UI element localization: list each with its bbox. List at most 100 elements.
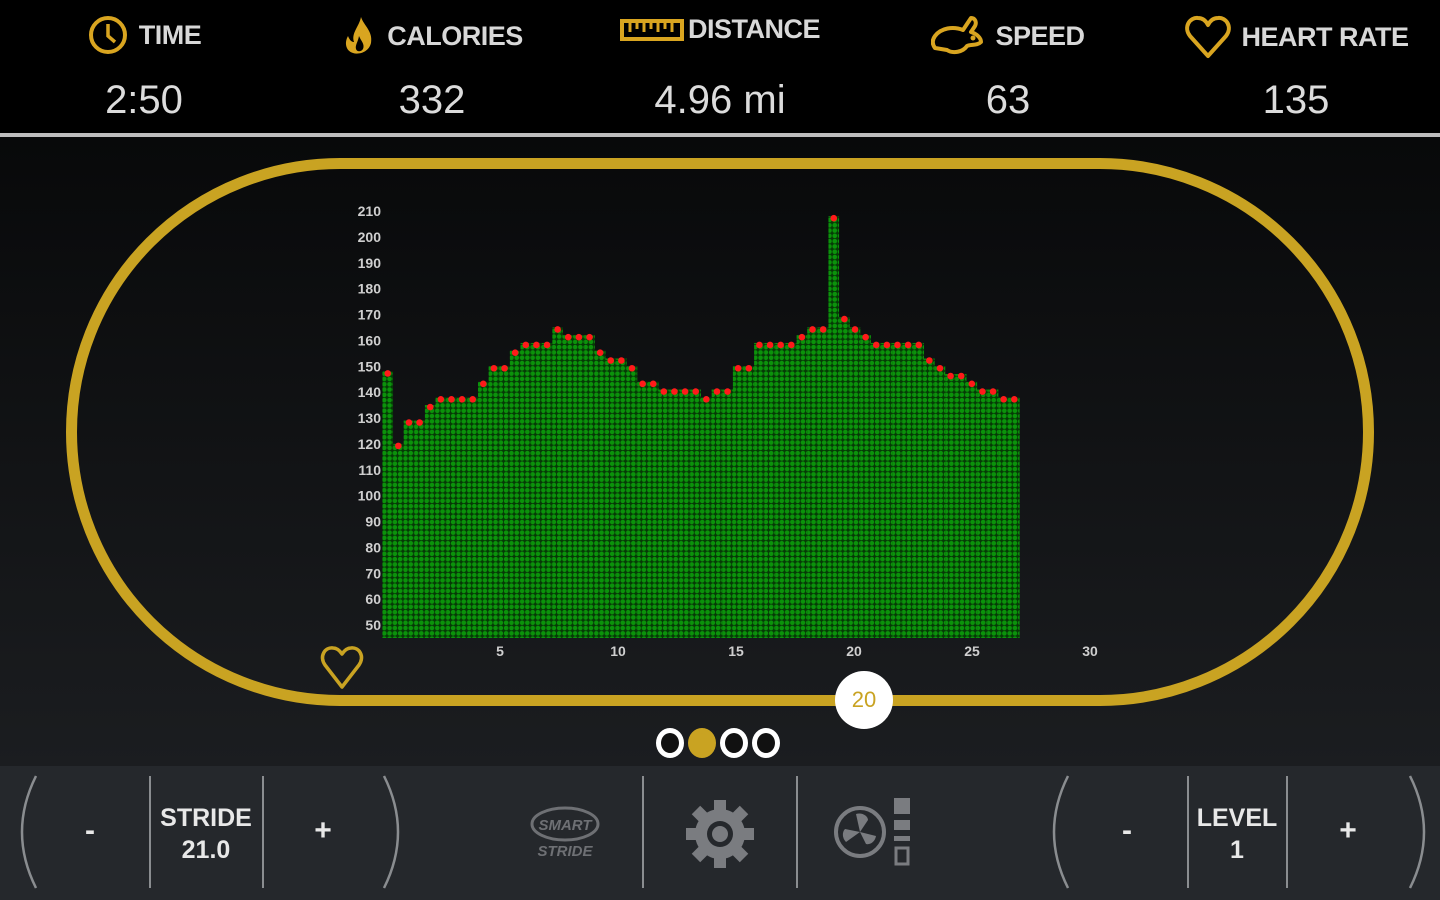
y-tick-label: 190: [358, 255, 382, 271]
y-tick-label: 70: [365, 565, 381, 581]
stride-value: 21.0: [181, 836, 231, 864]
heart-zone-icon[interactable]: [318, 643, 366, 696]
hr-bar: [382, 371, 394, 638]
hr-bar-peak: [469, 396, 476, 403]
hr-bar-peak: [628, 364, 636, 372]
bracket-left: [20, 775, 38, 889]
track-oval: [66, 158, 1374, 706]
y-tick-label: 130: [358, 410, 382, 426]
hr-bar: [807, 327, 818, 638]
page-dot[interactable]: [752, 728, 780, 758]
hr-bar: [562, 335, 574, 638]
hr-bar: [817, 327, 829, 638]
stride-plus-button[interactable]: +: [314, 814, 332, 847]
page-dot[interactable]: [656, 728, 684, 758]
y-tick-label: 50: [365, 617, 381, 633]
hr-bar: [541, 342, 553, 638]
hr-bar-peak: [639, 380, 646, 388]
level-label: LEVEL: [1196, 804, 1278, 832]
hr-bar: [732, 366, 744, 638]
hr-bar-peak: [405, 419, 413, 426]
hr-bar-peak: [841, 315, 848, 323]
smart-stride-button[interactable]: SMART STRIDE: [525, 804, 605, 864]
stat-time: TIME 2:50: [0, 0, 288, 133]
rabbit-icon: [931, 14, 985, 58]
hr-bar-peak: [395, 442, 402, 450]
hr-bar-peak: [862, 333, 869, 341]
gear-icon[interactable]: [684, 798, 756, 875]
hr-bar-peak: [734, 364, 742, 372]
hr-bar: [403, 420, 415, 638]
hr-bar-peak: [596, 349, 604, 357]
y-tick-label: 210: [358, 203, 382, 219]
stat-label: SPEED: [995, 20, 1085, 51]
hr-bar: [669, 389, 680, 638]
svg-text:STRIDE: STRIDE: [537, 843, 593, 860]
stat-value: 63: [985, 78, 1031, 122]
speed-slider-knob[interactable]: 20: [835, 671, 893, 729]
hr-bar-peak: [904, 341, 912, 349]
stat-label: CALORIES: [387, 20, 523, 51]
stat-value: 332: [398, 78, 466, 122]
hr-bar-peak: [703, 396, 710, 403]
level-display: LEVEL 1: [1187, 802, 1287, 866]
x-tick-label: 30: [1082, 643, 1098, 659]
hr-bar: [892, 342, 903, 638]
y-tick-label: 90: [365, 514, 381, 530]
fan-icon[interactable]: [832, 798, 916, 875]
stat-value: 4.96 mi: [654, 78, 786, 122]
hr-bar: [775, 342, 786, 638]
level-plus-button[interactable]: +: [1339, 814, 1357, 847]
hr-bar: [913, 342, 925, 638]
hr-bar: [881, 342, 893, 638]
hr-bar: [520, 342, 532, 638]
hr-bar-peak: [766, 341, 774, 349]
hr-bar: [722, 389, 733, 638]
y-tick-label: 110: [358, 462, 381, 478]
hr-bar-peak: [426, 403, 434, 411]
hr-bar: [647, 381, 659, 638]
hr-bar-peak: [660, 388, 668, 395]
hr-bar-peak: [915, 341, 923, 349]
hr-bar-peak: [671, 388, 678, 395]
hr-bar-peak: [480, 380, 487, 388]
hr-bar-peak: [830, 214, 838, 222]
hr-bar: [509, 350, 521, 638]
hr-bar: [796, 335, 808, 638]
hr-bar: [701, 397, 712, 638]
hr-bar: [785, 342, 797, 638]
hr-bar-peak: [618, 357, 625, 364]
hr-bar: [478, 381, 489, 638]
stride-minus-button[interactable]: -: [85, 814, 95, 847]
page-dot-active[interactable]: [688, 728, 716, 758]
hr-bar-peak: [947, 372, 954, 380]
level-minus-button[interactable]: -: [1122, 814, 1132, 847]
header-divider: [0, 133, 1440, 137]
hr-bar-peak: [458, 396, 466, 403]
hr-bar: [849, 327, 861, 638]
smart-stride-logo: SMART STRIDE: [530, 806, 600, 860]
hr-bar-peak: [586, 333, 593, 341]
stat-label: DISTANCE: [687, 14, 821, 44]
hr-bar: [594, 350, 606, 638]
hr-bar: [424, 405, 436, 638]
hr-bar: [531, 342, 542, 638]
svg-text:SMART: SMART: [538, 817, 593, 834]
hr-bar-peak: [522, 341, 530, 349]
hr-bar-peak: [554, 326, 561, 333]
stride-display: STRIDE 21.0: [156, 802, 256, 866]
y-tick-label: 120: [358, 436, 382, 452]
hr-bar: [987, 389, 999, 638]
hr-bar-peak: [1011, 396, 1018, 403]
y-tick-label: 80: [365, 539, 381, 555]
hr-bar: [552, 327, 563, 638]
x-tick-label: 15: [728, 643, 744, 659]
hr-bar-peak: [936, 364, 944, 372]
page-dot[interactable]: [720, 728, 748, 758]
hr-bar: [573, 335, 585, 638]
hr-bar: [1009, 397, 1020, 638]
hr-bar: [860, 335, 871, 638]
stat-speed: SPEED 63: [864, 0, 1152, 133]
hr-bar-peak: [979, 388, 986, 395]
flame-icon: [341, 14, 377, 58]
